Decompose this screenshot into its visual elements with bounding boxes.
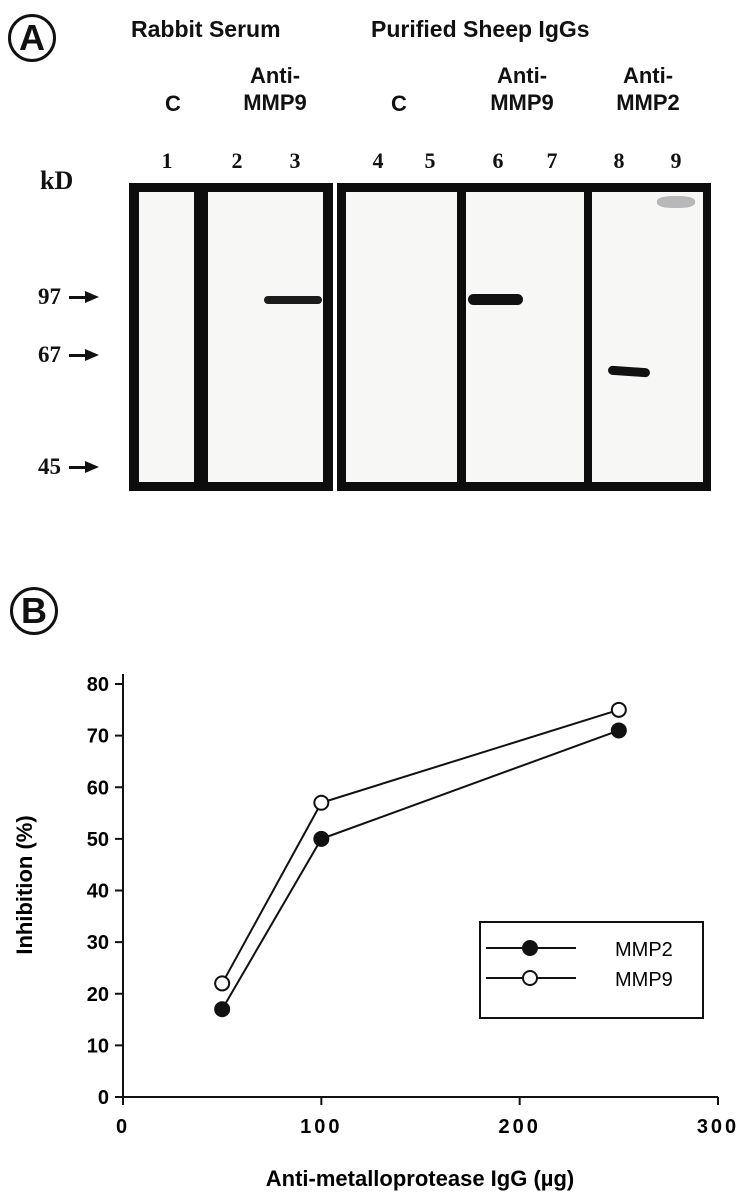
marker-value: 67 bbox=[38, 342, 61, 367]
panel-a-letter: A bbox=[19, 17, 45, 58]
chart-points bbox=[214, 701, 627, 1018]
chart-legend: MMP2 MMP9 bbox=[479, 921, 704, 1019]
group-line: Anti- bbox=[496, 63, 548, 88]
header-rabbit-serum: Rabbit Serum bbox=[131, 16, 281, 42]
blot-strip-lanes-6-7 bbox=[466, 192, 584, 482]
lane-number-7: 7 bbox=[546, 148, 558, 173]
panel-b-letter: B bbox=[21, 590, 47, 631]
data-point-mmp2 bbox=[214, 1001, 231, 1018]
data-point-mmp9 bbox=[313, 794, 330, 811]
legend-marker bbox=[522, 970, 538, 986]
arrow-right-icon bbox=[69, 291, 99, 303]
marker-value: 45 bbox=[38, 454, 61, 479]
arrow-right-icon bbox=[69, 461, 99, 473]
group-rabbit-control: C bbox=[165, 91, 181, 116]
y-tick-label: 40 bbox=[87, 881, 109, 903]
x-tick-label: 200 bbox=[498, 1116, 540, 1138]
band-lane-6-97kd bbox=[468, 294, 523, 305]
group-line: Anti- bbox=[622, 63, 674, 88]
lane-number-5: 5 bbox=[424, 148, 436, 173]
legend-marker bbox=[522, 940, 538, 956]
marker-97: 97 bbox=[38, 284, 99, 310]
lane-number-4: 4 bbox=[372, 148, 384, 173]
y-tick-label: 30 bbox=[87, 932, 109, 954]
blot-strip-lanes-4-5 bbox=[346, 192, 457, 482]
y-axis-label: Inhibition (%) bbox=[12, 815, 37, 954]
x-tick-label: 0 bbox=[116, 1116, 130, 1138]
panel-a-label: A bbox=[8, 14, 56, 62]
legend-box bbox=[479, 921, 704, 1019]
data-point-mmp9 bbox=[610, 701, 627, 718]
band-lane-8-67kd bbox=[607, 365, 651, 378]
lane-number-9: 9 bbox=[670, 148, 682, 173]
marker-value: 97 bbox=[38, 284, 61, 309]
group-line: MMP9 bbox=[243, 90, 307, 115]
y-tick-label: 70 bbox=[87, 726, 109, 748]
group-rabbit-anti-mmp9: Anti- MMP9 bbox=[225, 62, 325, 116]
group-sheep-anti-mmp2: Anti- MMP2 bbox=[598, 62, 698, 116]
y-tick-label: 10 bbox=[87, 1035, 109, 1057]
group-sheep-anti-mmp9: Anti- MMP9 bbox=[472, 62, 572, 116]
data-point-mmp9 bbox=[214, 975, 231, 992]
x-tick-label: 100 bbox=[300, 1116, 342, 1138]
x-tick-label: 300 bbox=[697, 1116, 739, 1138]
arrow-right-icon bbox=[69, 349, 99, 361]
y-tick-label: 60 bbox=[87, 777, 109, 799]
group-sheep-control: C bbox=[391, 91, 407, 116]
blot-smudge bbox=[657, 196, 695, 208]
lane-number-1: 1 bbox=[161, 148, 173, 173]
western-blot-sheep bbox=[337, 183, 711, 491]
band-lane-3-97kd bbox=[264, 296, 322, 304]
kd-label: kD bbox=[40, 166, 74, 195]
y-tick-label: 20 bbox=[87, 984, 109, 1006]
blot-strip-lane-1 bbox=[139, 192, 194, 482]
x-axis-label: Anti-metalloprotease IgG (µg) bbox=[266, 1166, 574, 1191]
chart-axes: 0 10 20 30 40 50 60 70 80 0 100 200 300 bbox=[87, 674, 739, 1138]
y-tick-label: 0 bbox=[98, 1087, 109, 1109]
lane-number-2: 2 bbox=[231, 148, 243, 173]
marker-67: 67 bbox=[38, 342, 99, 368]
legend-label: MMP9 bbox=[615, 969, 673, 991]
group-line: MMP9 bbox=[490, 90, 554, 115]
lane-number-8: 8 bbox=[613, 148, 625, 173]
y-tick-label: 50 bbox=[87, 829, 109, 851]
legend-label: MMP2 bbox=[615, 939, 673, 961]
blot-strip-lanes-8-9 bbox=[592, 192, 703, 482]
inhibition-line-chart: 0 10 20 30 40 50 60 70 80 0 100 200 300 MMP2 MMP9 Inh… bbox=[12, 674, 739, 1191]
lane-number-6: 6 bbox=[492, 148, 504, 173]
group-line: Anti- bbox=[249, 63, 301, 88]
panel-b-label: B bbox=[10, 587, 58, 635]
data-point-mmp2 bbox=[610, 722, 627, 739]
western-blot-rabbit bbox=[129, 183, 333, 491]
header-purified-sheep-iggs: Purified Sheep IgGs bbox=[371, 16, 590, 42]
marker-45: 45 bbox=[38, 454, 99, 480]
y-tick-label: 80 bbox=[87, 674, 109, 696]
lane-number-3: 3 bbox=[289, 148, 301, 173]
blot-strip-lanes-2-3 bbox=[208, 192, 323, 482]
data-point-mmp2 bbox=[313, 830, 330, 847]
group-line: MMP2 bbox=[616, 90, 680, 115]
